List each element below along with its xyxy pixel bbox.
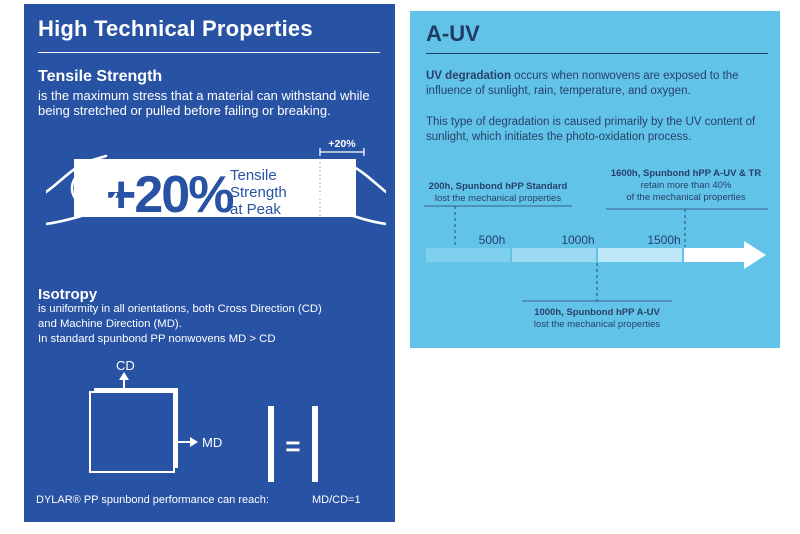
- tensile-label-line1: Tensile: [230, 167, 277, 184]
- equal-bar-left: [268, 406, 274, 482]
- timeline-segment-3: [598, 248, 682, 262]
- left-hand-icon: [46, 154, 118, 226]
- big-percent-value: +20%: [106, 166, 233, 224]
- timeline-segment-2: [512, 248, 596, 262]
- tick-label-1500h: 1500h: [647, 233, 680, 247]
- small-percent-label: +20%: [328, 138, 356, 150]
- technical-properties-panel: High Technical Properties Tensile Streng…: [24, 4, 395, 522]
- equals-sign: =: [285, 431, 300, 461]
- event-200h-detail: lost the mechanical properties: [435, 193, 561, 204]
- performance-label: DYLAR® PP spunbond performance can reach…: [36, 494, 269, 506]
- md-arrow-icon: [190, 437, 198, 447]
- performance-value: MD/CD=1: [312, 494, 361, 506]
- md-label: MD: [202, 435, 222, 450]
- fabric-square: [89, 391, 175, 473]
- event-1000h-title: 1000h, Spunbond hPP A-UV: [534, 307, 660, 318]
- isotropy-line-2: and Machine Direction (MD).: [38, 318, 182, 330]
- isotropy-heading: Isotropy: [38, 286, 98, 303]
- event-200h-title: 200h, Spunbond hPP Standard: [429, 181, 568, 192]
- uv-paragraph-1: UV degradation occurs when nonwovens are…: [426, 69, 772, 99]
- tensile-band: [74, 159, 356, 217]
- uv-paragraph-2: This type of degradation is caused prima…: [426, 116, 756, 143]
- uv-bold-term: UV degradation: [426, 70, 511, 82]
- timeline-segment-4: [684, 248, 746, 262]
- tensile-strength-graphic: +20% +20% Tensile Strength at Peak: [46, 138, 386, 226]
- tensile-description: is the maximum stress that a material ca…: [38, 88, 370, 118]
- event-1600h-detail-2: of the mechanical properties: [626, 192, 746, 203]
- event-1600h-title: 1600h, Spunbond hPP A-UV & TR: [611, 168, 762, 179]
- cd-arrow-icon: [119, 372, 129, 380]
- uv-timeline: 500h 1000h 1500h 200h, Spunbond hPP Stan…: [424, 168, 768, 330]
- auv-title-divider: [426, 53, 768, 54]
- isotropy-line-3: In standard spunbond PP nonwovens MD > C…: [38, 333, 276, 345]
- right-hand-icon: [318, 164, 386, 226]
- cd-md-diagram: CD MD =: [89, 358, 318, 482]
- timeline-arrow-icon: [744, 241, 766, 269]
- tick-label-1000h: 1000h: [561, 233, 594, 247]
- event-1000h-detail: lost the mechanical properties: [534, 319, 660, 330]
- panel-title: High Technical Properties: [38, 16, 313, 41]
- tensile-label-line3: at Peak: [230, 201, 281, 218]
- tensile-heading: Tensile Strength: [38, 68, 163, 85]
- equal-bar-right: [312, 406, 318, 482]
- isotropy-line-1: is uniformity in all orientations, both …: [38, 303, 322, 315]
- event-1600h-detail-1: retain more than 40%: [641, 180, 732, 191]
- timeline-segment-1: [426, 248, 510, 262]
- cd-label: CD: [116, 358, 135, 373]
- auv-panel: A-UV UV degradation occurs when nonwoven…: [410, 11, 780, 348]
- tensile-label-line2: Strength: [230, 184, 287, 201]
- tick-label-500h: 500h: [479, 233, 506, 247]
- auv-title: A-UV: [426, 21, 480, 46]
- title-divider: [38, 52, 380, 53]
- uv-paragraph-1-rest: occurs when nonwovens are exposed to the…: [426, 70, 739, 97]
- isotropy-description: is uniformity in all orientations, both …: [38, 302, 388, 347]
